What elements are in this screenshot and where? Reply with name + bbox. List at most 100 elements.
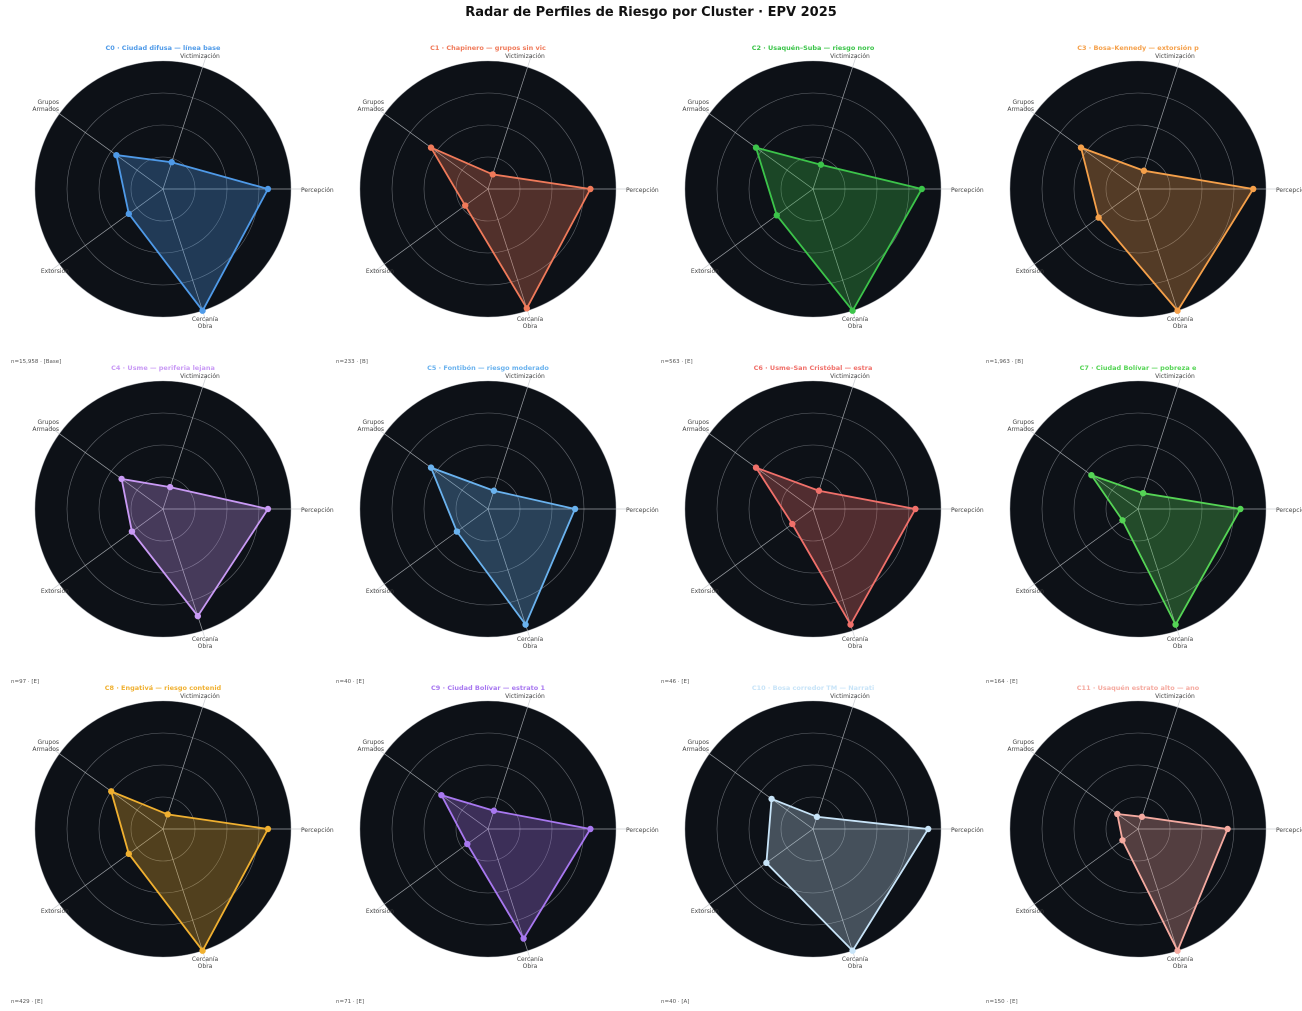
axis-spoke bbox=[1137, 53, 1183, 190]
axis-spoke bbox=[487, 373, 533, 510]
chart-footer: n=40 · [E] bbox=[336, 679, 364, 685]
data-point-2 bbox=[1114, 810, 1121, 818]
data-point-3 bbox=[1119, 837, 1126, 844]
axis-spoke bbox=[162, 53, 208, 190]
axis-spoke bbox=[487, 53, 533, 190]
data-point-4 bbox=[522, 621, 529, 628]
axis-spoke bbox=[47, 425, 164, 510]
axis-label-4: Obra bbox=[848, 643, 863, 650]
axis-label-4: Obra bbox=[1173, 323, 1188, 330]
data-point-4 bbox=[1174, 307, 1181, 314]
axis-label-3: Extorsión bbox=[366, 908, 394, 915]
axis-spoke bbox=[47, 105, 164, 190]
data-point-4 bbox=[199, 307, 206, 314]
axis-label-3: Extorsión bbox=[41, 588, 69, 595]
axis-spoke bbox=[47, 508, 164, 593]
data-point-2 bbox=[427, 464, 435, 471]
data-point-2 bbox=[427, 144, 435, 151]
axis-spoke bbox=[487, 188, 533, 325]
data-point-1 bbox=[168, 159, 175, 166]
axis-label-4: Cercanía bbox=[192, 956, 219, 963]
data-point-3 bbox=[125, 850, 133, 858]
chart-footer: n=150 · [E] bbox=[986, 999, 1018, 1005]
axis-label-0: Percepción bbox=[301, 827, 334, 834]
axis-label-2: Armados bbox=[682, 426, 709, 433]
data-point-1 bbox=[813, 813, 821, 821]
data-point-2 bbox=[752, 464, 760, 471]
axis-spoke bbox=[47, 828, 164, 913]
data-point-3 bbox=[789, 520, 796, 528]
axis-spoke bbox=[47, 745, 164, 830]
data-polygon bbox=[765, 797, 930, 953]
axis-label-0: Percepción bbox=[1276, 507, 1302, 514]
axis-spoke bbox=[1137, 828, 1183, 965]
data-polygon bbox=[1089, 473, 1242, 627]
data-point-1 bbox=[1138, 813, 1146, 821]
axis-spoke bbox=[697, 188, 814, 273]
chart-footer: n=15,958 · [Base] bbox=[11, 359, 61, 365]
axis-label-4: Cercanía bbox=[1167, 636, 1194, 643]
data-point-1 bbox=[1140, 167, 1148, 174]
data-point-3 bbox=[1119, 517, 1126, 524]
axis-label-1: Victimización bbox=[180, 693, 220, 700]
chart-footer: n=164 · [E] bbox=[986, 679, 1018, 685]
data-point-4 bbox=[849, 947, 856, 954]
axis-label-1: Victimización bbox=[830, 693, 870, 700]
axis-spoke bbox=[812, 693, 858, 830]
axis-label-0: Percepción bbox=[301, 187, 334, 194]
chart-title: C8 · Engativá — riesgo contenid bbox=[105, 684, 222, 692]
data-polygon bbox=[120, 477, 270, 618]
axis-spoke bbox=[812, 828, 858, 965]
axis-label-0: Percepción bbox=[1276, 827, 1302, 834]
axis-label-2: Armados bbox=[357, 106, 384, 113]
axis-label-1: Victimización bbox=[1155, 373, 1195, 380]
data-point-2 bbox=[1088, 471, 1095, 479]
data-point-0 bbox=[587, 185, 594, 193]
axis-label-2: Grupos bbox=[362, 99, 384, 106]
axis-label-2: Grupos bbox=[362, 739, 384, 746]
figure-title: Radar de Perfiles de Riesgo por Cluster … bbox=[465, 5, 837, 20]
axis-spoke bbox=[162, 693, 208, 830]
data-point-4 bbox=[849, 307, 856, 314]
axis-label-2: Grupos bbox=[37, 99, 59, 106]
data-point-0 bbox=[264, 825, 272, 833]
chart-title: C7 · Ciudad Bolívar — pobreza e bbox=[1080, 364, 1197, 372]
axis-label-4: Cercanía bbox=[517, 956, 544, 963]
data-point-2 bbox=[768, 795, 775, 803]
axis-label-4: Cercanía bbox=[842, 316, 869, 323]
axis-label-2: Grupos bbox=[1012, 739, 1034, 746]
axis-label-2: Grupos bbox=[687, 739, 709, 746]
data-point-0 bbox=[912, 505, 919, 513]
chart-title: C10 · Bosa corredor TM — Narrati bbox=[752, 684, 874, 692]
axis-label-1: Victimización bbox=[505, 373, 545, 380]
axis-spoke bbox=[162, 828, 208, 965]
axis-spoke bbox=[372, 508, 489, 593]
axis-label-2: Armados bbox=[1007, 106, 1034, 113]
data-point-3 bbox=[763, 859, 770, 867]
axis-label-2: Armados bbox=[682, 106, 709, 113]
data-point-1 bbox=[164, 811, 171, 818]
data-point-2 bbox=[113, 151, 120, 159]
axis-label-0: Percepción bbox=[626, 507, 659, 514]
axis-spoke bbox=[1022, 828, 1139, 913]
axis-spoke bbox=[697, 828, 814, 913]
axis-label-2: Armados bbox=[357, 426, 384, 433]
data-point-4 bbox=[520, 935, 527, 942]
axis-label-1: Victimización bbox=[505, 693, 545, 700]
data-polygon bbox=[429, 466, 577, 627]
axis-label-3: Extorsión bbox=[691, 268, 719, 275]
data-point-2 bbox=[1077, 144, 1085, 151]
data-polygon bbox=[109, 789, 270, 953]
chart-title: C9 · Ciudad Bolívar — estrato 1 bbox=[431, 684, 545, 692]
data-point-4 bbox=[523, 305, 530, 312]
chart-footer: n=97 · [E] bbox=[11, 679, 39, 685]
chart-title: C5 · Fontibón — riesgo moderado bbox=[427, 364, 549, 372]
data-point-4 bbox=[1172, 621, 1179, 628]
data-point-0 bbox=[571, 505, 579, 513]
